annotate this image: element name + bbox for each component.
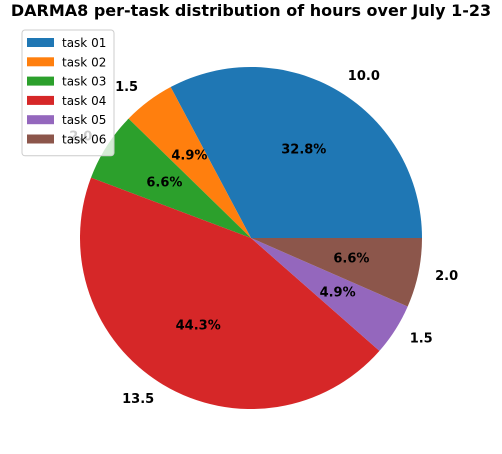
percent-label: 44.3%	[176, 319, 221, 334]
percent-labels: 32.8% 4.9% 6.6% 44.3% 4.9% 6.6%	[146, 143, 369, 334]
legend-swatch	[27, 57, 54, 67]
legend-label: task 05	[62, 113, 106, 127]
pie-slice-task-05	[251, 238, 408, 351]
pie-slice-task-04	[79, 177, 380, 410]
legend-swatch	[27, 134, 54, 144]
pie-slice-task-02	[128, 87, 251, 238]
value-label: 2.0	[435, 269, 458, 284]
pie-slice-task-03	[90, 118, 252, 238]
pie-slice-task-06	[251, 238, 422, 307]
percent-label: 4.9%	[171, 148, 207, 163]
pie-slices	[79, 66, 422, 410]
legend-label: task 01	[62, 36, 106, 50]
percent-label: 4.9%	[320, 286, 356, 301]
legend-swatch	[27, 76, 54, 86]
percent-label: 6.6%	[146, 175, 182, 190]
legend: task 01 task 02 task 03 task 04 task 05 task …	[21, 29, 115, 157]
percent-label: 6.6%	[333, 252, 369, 267]
value-label: 10.0	[348, 69, 380, 84]
pie-slice-task-01	[170, 66, 422, 239]
legend-label: task 03	[62, 75, 106, 89]
value-label: 1.5	[115, 80, 138, 95]
legend-label: task 06	[62, 133, 106, 147]
value-label: 1.5	[410, 332, 433, 347]
legend-label: task 02	[62, 55, 106, 69]
legend-swatch	[27, 115, 54, 125]
legend-swatch	[27, 95, 54, 105]
legend-label: task 04	[62, 94, 106, 108]
chart-title: DARMA8 per-task distribution of hours ov…	[11, 1, 491, 20]
legend-swatch	[27, 38, 54, 47]
percent-label: 32.8%	[281, 143, 326, 158]
value-label: 13.5	[122, 392, 154, 407]
